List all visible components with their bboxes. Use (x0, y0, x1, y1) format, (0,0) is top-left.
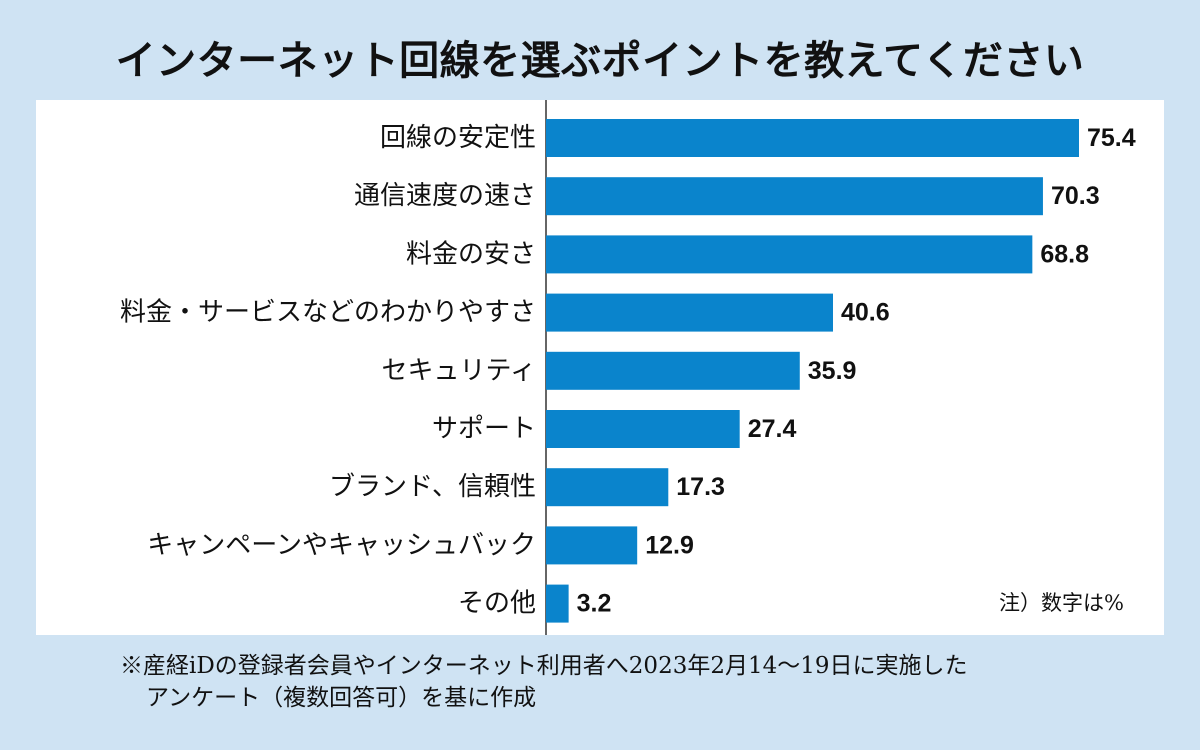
source-footnote: ※産経iDの登録者会員やインターネット利用者へ2023年2月14～19日に実施し… (120, 650, 1180, 714)
bar (546, 177, 1043, 216)
category-label: 料金の安さ (406, 239, 536, 269)
category-label: その他 (458, 589, 536, 619)
bar (546, 526, 638, 565)
category-label: セキュリティ (382, 356, 536, 386)
chart-title: インターネット回線を選ぶポイントを教えてください (115, 38, 1085, 84)
bar (546, 119, 1079, 157)
value-label: 12.9 (645, 531, 694, 559)
value-label: 17.3 (676, 473, 725, 501)
category-label: 料金・サービスなどのわかりやすさ (120, 298, 536, 328)
value-label: 75.4 (1087, 124, 1136, 152)
value-label: 3.2 (577, 590, 612, 618)
bar (546, 410, 740, 448)
unit-note: 注）数字は% (999, 591, 1124, 615)
category-label: ブランド、信頼性 (329, 472, 536, 502)
category-label: 回線の安定性 (380, 123, 536, 153)
category-label: 通信速度の速さ (354, 181, 536, 211)
category-label: キャンペーンやキャッシュバック (147, 530, 536, 560)
value-label: 27.4 (748, 415, 797, 443)
bar (546, 584, 569, 623)
value-label: 35.9 (808, 357, 857, 385)
bar (546, 293, 833, 332)
footnote-line-1: ※産経iDの登録者会員やインターネット利用者へ2023年2月14～19日に実施し… (120, 653, 968, 679)
value-label: 40.6 (841, 299, 890, 327)
footnote-line-2: アンケート（複数回答可）を基に作成 (146, 685, 537, 711)
value-label: 68.8 (1040, 240, 1089, 268)
chart-panel: 回線の安定性 75.4 通信速度の速さ 70.3 料金の安さ 68.8 料金・サービスなどの… (36, 100, 1164, 635)
bar (546, 468, 669, 507)
bar-chart: 回線の安定性 75.4 通信速度の速さ 70.3 料金の安さ 68.8 料金・サービスなどの… (120, 100, 1136, 635)
value-label: 70.3 (1051, 182, 1100, 210)
bar (546, 351, 800, 390)
bar (546, 235, 1033, 274)
category-label: サポート (432, 414, 536, 444)
